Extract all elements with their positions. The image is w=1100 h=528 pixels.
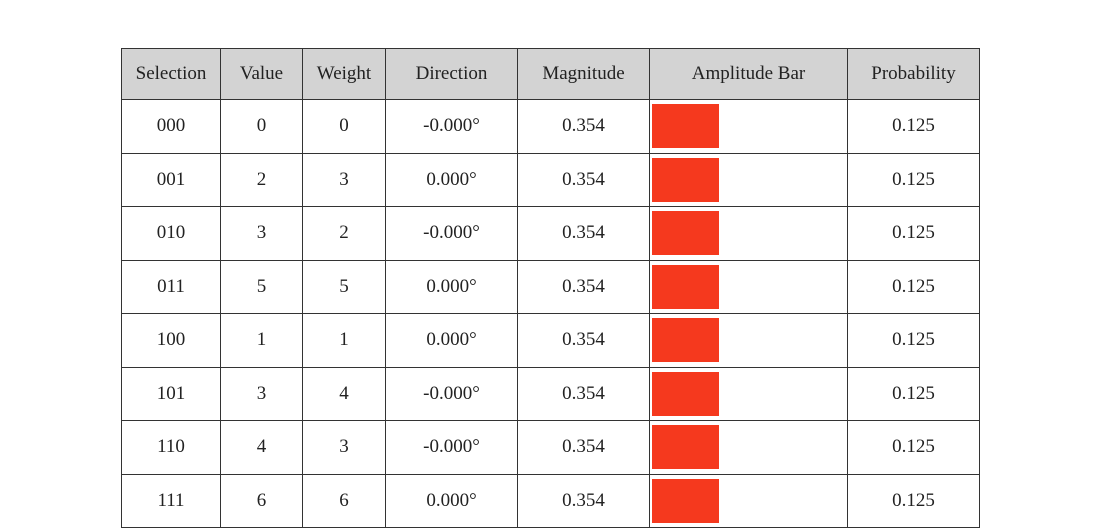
magnitude-cell: 0.354 [517,473,650,528]
amplitude-cell [649,99,848,154]
selection-cell: 000 [121,99,221,154]
weight-cell: 2 [302,206,386,261]
magnitude-cell: 0.354 [517,99,650,154]
amplitude-cell [649,420,848,475]
amplitude-bar [652,425,720,470]
data-table: Selection Value Weight Direction Magnitude Am… [121,48,980,528]
amplitude-cell [649,259,848,314]
probability-cell: 0.125 [847,313,980,368]
weight-cell: 4 [302,366,386,421]
table-row: 110 4 3 -0.000° 0.354 0.125 [121,420,980,475]
amplitude-bar [652,264,720,309]
selection-cell: 101 [121,366,221,421]
weight-cell: 1 [302,313,386,368]
amplitude-cell [649,473,848,528]
page: Selection Value Weight Direction Magnitude Am… [121,48,980,528]
weight-cell: 0 [302,99,386,154]
value-cell: 4 [220,420,303,475]
amplitude-bar [652,104,720,149]
amplitude-bar [652,211,720,256]
probability-cell: 0.125 [847,366,980,421]
selection-cell: 010 [121,206,221,261]
table-row: 100 1 1 0.000° 0.354 0.125 [121,313,980,368]
amplitude-bar [652,478,720,523]
column-header: Probability [847,48,980,100]
value-cell: 5 [220,259,303,314]
magnitude-cell: 0.354 [517,206,650,261]
value-cell: 3 [220,366,303,421]
probability-cell: 0.125 [847,206,980,261]
column-header: Amplitude Bar [649,48,848,100]
column-header: Magnitude [517,48,650,100]
direction-cell: -0.000° [385,366,518,421]
weight-cell: 3 [302,420,386,475]
probability-cell: 0.125 [847,152,980,207]
table-row: 101 3 4 -0.000° 0.354 0.125 [121,366,980,421]
direction-cell: 0.000° [385,152,518,207]
probability-cell: 0.125 [847,420,980,475]
probability-cell: 0.125 [847,473,980,528]
direction-cell: 0.000° [385,259,518,314]
table-row: 010 3 2 -0.000° 0.354 0.125 [121,206,980,261]
table-row: 011 5 5 0.000° 0.354 0.125 [121,259,980,314]
header-row: Selection Value Weight Direction Magnitude Am… [121,48,980,100]
amplitude-cell [649,313,848,368]
weight-cell: 3 [302,152,386,207]
value-cell: 3 [220,206,303,261]
amplitude-bar [652,157,720,202]
selection-cell: 011 [121,259,221,314]
column-header: Weight [302,48,386,100]
column-header: Direction [385,48,518,100]
weight-cell: 6 [302,473,386,528]
value-cell: 2 [220,152,303,207]
amplitude-bar [652,371,720,416]
magnitude-cell: 0.354 [517,420,650,475]
value-cell: 1 [220,313,303,368]
magnitude-cell: 0.354 [517,259,650,314]
table-row: 001 2 3 0.000° 0.354 0.125 [121,152,980,207]
column-header: Value [220,48,303,100]
selection-cell: 100 [121,313,221,368]
amplitude-cell [649,152,848,207]
magnitude-cell: 0.354 [517,366,650,421]
table-body: 000 0 0 -0.000° 0.354 0.125 001 2 3 0.000° 0.354 0.… [121,99,980,528]
amplitude-cell [649,366,848,421]
magnitude-cell: 0.354 [517,313,650,368]
table-row: 111 6 6 0.000° 0.354 0.125 [121,473,980,528]
direction-cell: -0.000° [385,206,518,261]
column-header: Selection [121,48,221,100]
direction-cell: -0.000° [385,420,518,475]
direction-cell: 0.000° [385,473,518,528]
selection-cell: 111 [121,473,221,528]
direction-cell: 0.000° [385,313,518,368]
magnitude-cell: 0.354 [517,152,650,207]
weight-cell: 5 [302,259,386,314]
direction-cell: -0.000° [385,99,518,154]
selection-cell: 001 [121,152,221,207]
probability-cell: 0.125 [847,99,980,154]
selection-cell: 110 [121,420,221,475]
value-cell: 6 [220,473,303,528]
value-cell: 0 [220,99,303,154]
amplitude-cell [649,206,848,261]
table-row: 000 0 0 -0.000° 0.354 0.125 [121,99,980,154]
probability-cell: 0.125 [847,259,980,314]
amplitude-bar [652,318,720,363]
